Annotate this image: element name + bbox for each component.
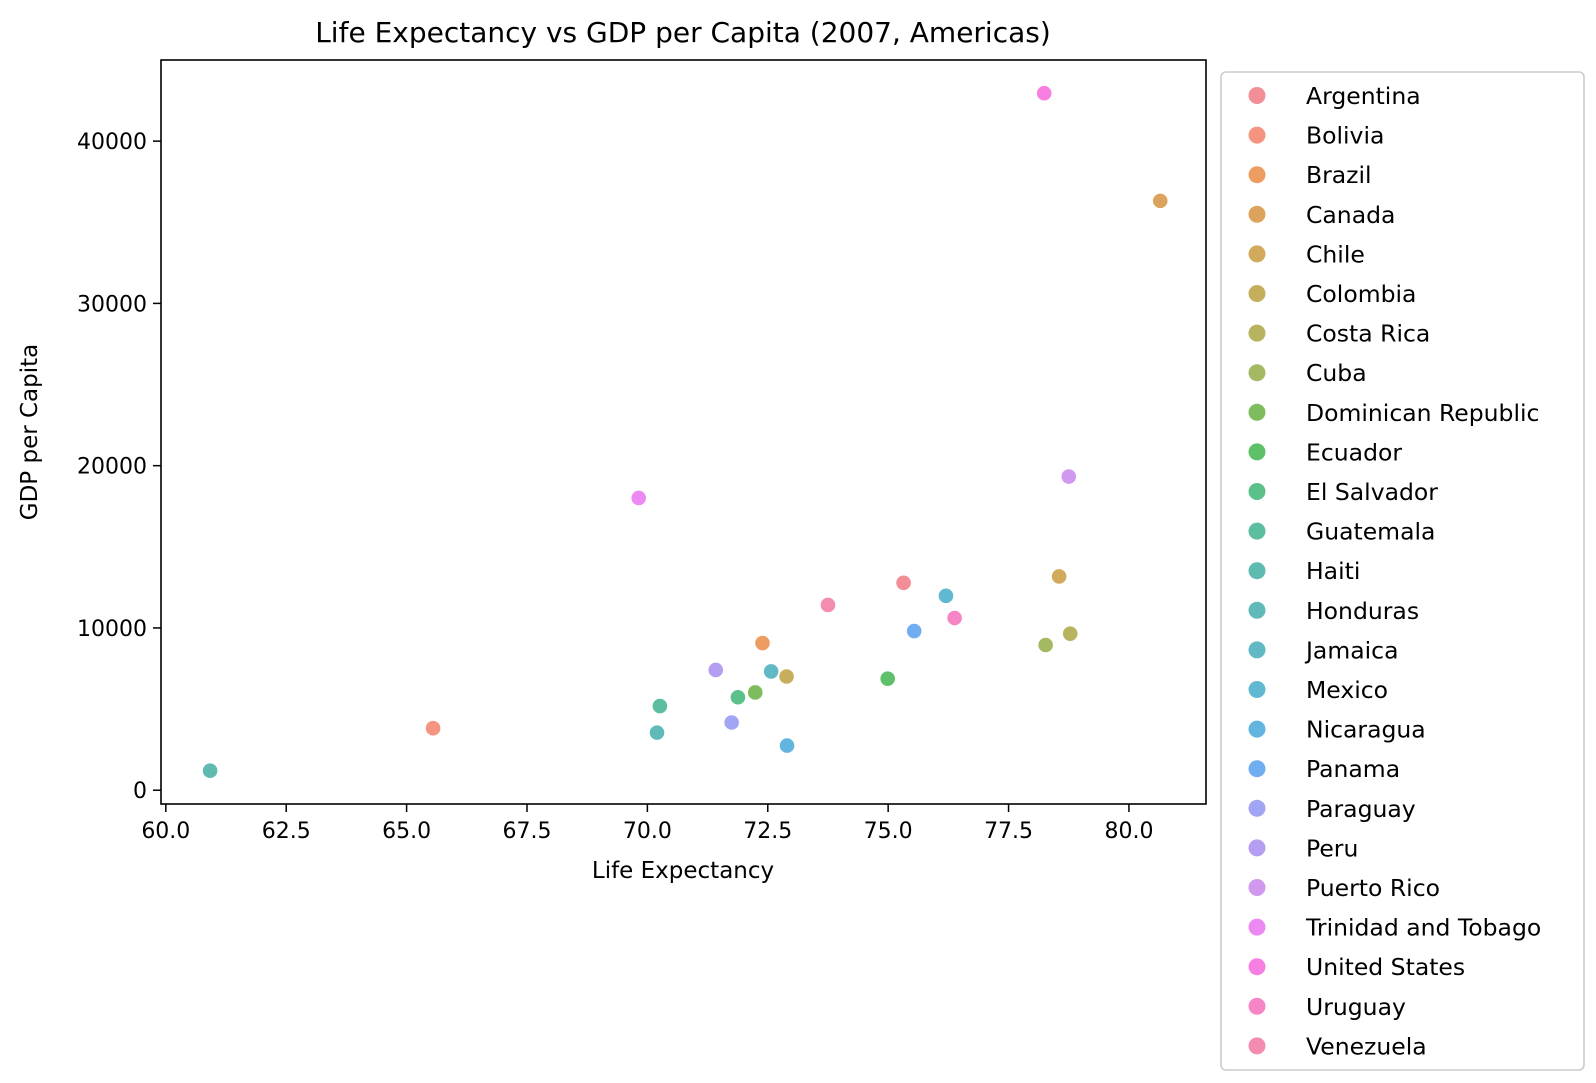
- data-point: [724, 715, 739, 730]
- legend-marker: [1248, 1037, 1266, 1055]
- data-point: [1061, 469, 1077, 484]
- data-point: [708, 662, 724, 678]
- data-point: [896, 575, 911, 591]
- legend-label: Venezuela: [1306, 1032, 1427, 1060]
- legend-marker: [1248, 918, 1266, 936]
- legend-marker: [1248, 245, 1266, 263]
- data-point: [202, 763, 218, 779]
- legend-label: Guatemala: [1306, 518, 1435, 546]
- data-point: [880, 671, 895, 686]
- legend-marker: [1248, 879, 1266, 896]
- legend-label: Cuba: [1306, 359, 1367, 387]
- legend-box: [1220, 71, 1585, 1071]
- legend-marker: [1248, 205, 1266, 223]
- data-point: [1038, 637, 1053, 653]
- legend-marker: [1248, 403, 1266, 421]
- y-tick-label: 20000: [77, 455, 147, 480]
- legend-label: Jamaica: [1304, 636, 1398, 664]
- legend-marker: [1248, 87, 1266, 104]
- legend-label: Trinidad and Tobago: [1305, 914, 1541, 942]
- legend-marker: [1248, 760, 1266, 778]
- legend-marker: [1248, 522, 1266, 540]
- legend-marker: [1248, 601, 1266, 619]
- data-point: [755, 635, 770, 651]
- legend-marker: [1248, 958, 1266, 976]
- legend-marker: [1248, 839, 1266, 857]
- legend-label: Ecuador: [1306, 438, 1402, 466]
- legend-marker: [1248, 562, 1266, 580]
- legend-label: Canada: [1306, 201, 1395, 229]
- legend-marker: [1248, 799, 1266, 817]
- x-tick-label: 77.5: [984, 819, 1033, 844]
- x-tick-label: 67.5: [502, 819, 551, 844]
- y-tick-label: 30000: [77, 292, 147, 317]
- data-point: [779, 738, 795, 753]
- legend-label: Brazil: [1306, 161, 1372, 189]
- x-tick-label: 60.0: [141, 819, 190, 844]
- x-tick-label: 65.0: [382, 819, 431, 844]
- legend-marker: [1248, 126, 1266, 144]
- data-point: [730, 689, 746, 705]
- legend-marker: [1248, 443, 1266, 461]
- legend-items: Argentina Bolivia Brazil Canada Chile Colombi…: [1248, 82, 1541, 1060]
- legend-marker: [1248, 285, 1266, 302]
- data-point: [779, 669, 794, 684]
- data-point: [649, 725, 665, 740]
- legend-label: Chile: [1306, 240, 1365, 268]
- legend-label: Puerto Rico: [1306, 874, 1440, 902]
- legend-label: Peru: [1306, 834, 1358, 862]
- legend-label: Haiti: [1306, 557, 1360, 585]
- legend-label: Colombia: [1306, 280, 1416, 308]
- data-point: [1062, 626, 1078, 641]
- legend-label: Bolivia: [1306, 122, 1384, 150]
- data-point: [652, 698, 668, 714]
- legend-marker: [1248, 681, 1266, 698]
- data-point: [947, 610, 962, 626]
- data-point: [1036, 85, 1052, 101]
- legend-marker: [1248, 364, 1266, 382]
- data-point: [763, 664, 779, 679]
- legend-marker: [1248, 166, 1266, 184]
- legend-marker: [1248, 324, 1266, 342]
- chart-title: Life Expectancy vs GDP per Capita (2007,…: [315, 16, 1051, 49]
- legend-marker: [1248, 483, 1266, 500]
- data-point: [906, 623, 922, 639]
- legend-label: El Salvador: [1306, 478, 1438, 506]
- data-point: [938, 588, 954, 604]
- legend-label: Nicaragua: [1306, 716, 1426, 744]
- x-axis-label: Life Expectancy: [592, 858, 774, 884]
- x-tick-label: 70.0: [623, 819, 672, 844]
- legend-marker: [1248, 720, 1266, 738]
- axis-ticks: 60.0 62.5 65.0 67.5 70.0 72.5 75.0 77.5 80.0 0 100…: [77, 130, 1153, 844]
- legend-label: Uruguay: [1306, 993, 1406, 1021]
- y-tick-label: 0: [133, 779, 147, 804]
- data-point: [747, 685, 763, 700]
- legend-marker: [1248, 997, 1266, 1015]
- legend-label: Argentina: [1306, 82, 1421, 110]
- legend: Argentina Bolivia Brazil Canada Chile Colombi…: [1220, 71, 1585, 1071]
- legend-marker: [1248, 641, 1266, 659]
- data-points: [202, 85, 1168, 779]
- legend-label: United States: [1306, 953, 1465, 981]
- plot-area: [160, 59, 1207, 805]
- x-tick-label: 72.5: [743, 819, 792, 844]
- data-point: [820, 597, 836, 613]
- x-tick-label: 80.0: [1104, 819, 1153, 844]
- legend-label: Honduras: [1306, 597, 1419, 625]
- legend-label: Costa Rica: [1306, 320, 1430, 348]
- y-tick-label: 40000: [77, 130, 147, 155]
- data-point: [631, 490, 647, 506]
- y-tick-label: 10000: [77, 617, 147, 642]
- legend-label: Dominican Republic: [1306, 399, 1539, 427]
- x-tick-label: 75.0: [864, 819, 913, 844]
- data-point: [425, 720, 441, 736]
- data-point: [1152, 193, 1168, 209]
- legend-label: Panama: [1306, 755, 1400, 783]
- y-axis-label: GDP per Capita: [17, 344, 43, 521]
- x-tick-label: 62.5: [262, 819, 311, 844]
- legend-label: Paraguay: [1306, 795, 1416, 823]
- legend-label: Mexico: [1306, 676, 1388, 704]
- data-point: [1051, 569, 1067, 584]
